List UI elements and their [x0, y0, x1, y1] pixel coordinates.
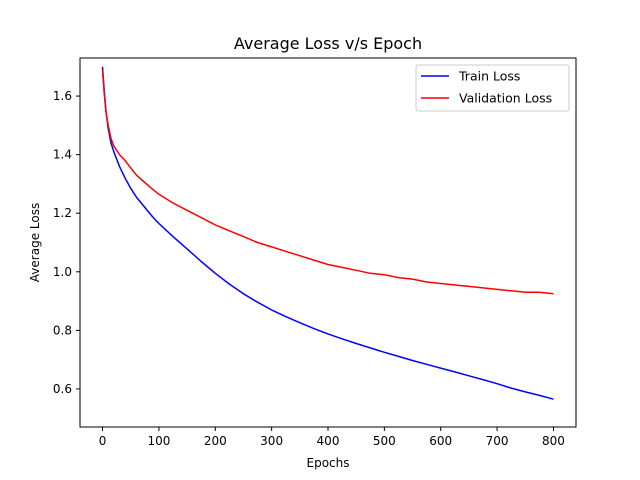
y-axis-label: Average Loss — [28, 203, 42, 282]
x-tick-label: 500 — [373, 434, 396, 448]
x-ticks: 0 100 200 300 400 500 600 700 800 — [99, 427, 565, 448]
y-tick-label: 1.6 — [53, 89, 72, 103]
legend-box — [415, 64, 570, 112]
x-tick-label: 200 — [204, 434, 227, 448]
x-tick-label: 600 — [429, 434, 452, 448]
legend: Train Loss Validation Loss — [415, 64, 570, 112]
x-tick-label: 800 — [542, 434, 565, 448]
y-ticks: 0.6 0.8 1.0 1.2 1.4 1.6 — [53, 89, 80, 396]
x-tick-label: 700 — [486, 434, 509, 448]
x-tick-label: 400 — [317, 434, 340, 448]
y-tick-label: 1.4 — [53, 148, 72, 162]
x-axis-label: Epochs — [307, 456, 350, 470]
y-tick-label: 1.2 — [53, 206, 72, 220]
x-tick-label: 0 — [99, 434, 107, 448]
legend-label: Validation Loss — [459, 91, 552, 106]
chart-title: Average Loss v/s Epoch — [234, 34, 422, 53]
x-tick-label: 300 — [260, 434, 283, 448]
y-tick-label: 1.0 — [53, 265, 72, 279]
y-tick-label: 0.6 — [53, 382, 72, 396]
series-layer — [101, 66, 554, 400]
series-line-train-loss — [101, 66, 554, 400]
y-tick-label: 0.8 — [53, 323, 72, 337]
x-tick-label: 100 — [147, 434, 170, 448]
plot-area — [80, 58, 576, 427]
legend-label: Train Loss — [458, 69, 520, 84]
series-line-validation-loss — [101, 69, 554, 295]
